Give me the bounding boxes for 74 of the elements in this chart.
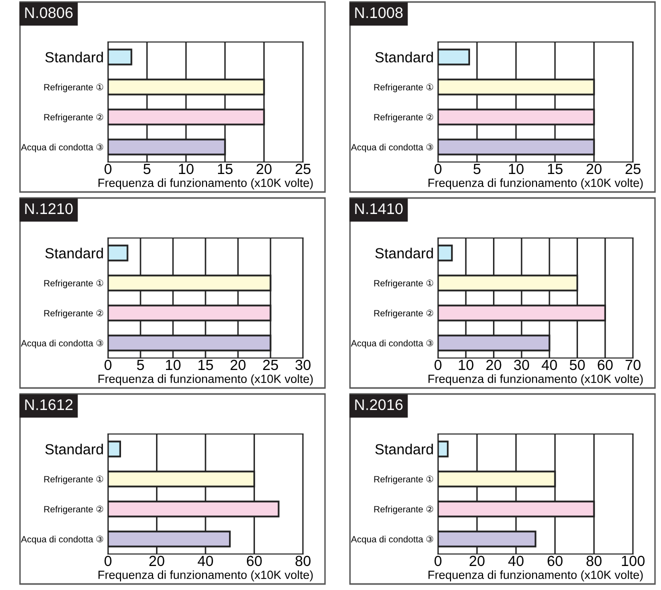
- y-tick-label: Refrigerante ②: [44, 506, 104, 514]
- x-tick-label: 15: [548, 164, 562, 174]
- x-tick-label: 5: [474, 164, 480, 174]
- y-tick-label: Standard: [45, 52, 103, 62]
- y-tick-label: Acqua di condotta ③: [350, 536, 434, 544]
- x-tick-label: 25: [626, 164, 640, 174]
- x-tick-label: 0: [434, 360, 442, 370]
- x-tick-label: 10: [458, 360, 474, 370]
- x-tick-label: 40: [198, 556, 214, 566]
- x-axis-title: Frequenza di funzionamento (x10K volte): [428, 570, 643, 582]
- y-tick-label: Standard: [45, 444, 103, 454]
- x-tick-label: 30: [514, 360, 530, 370]
- y-tick-label: Acqua di condotta ③: [20, 144, 104, 152]
- y-tick-label: Standard: [375, 444, 433, 454]
- x-tick-label: 5: [144, 164, 150, 174]
- x-tick-label: 60: [598, 360, 613, 370]
- x-tick-label: 0: [104, 164, 112, 174]
- y-tick-label: Acqua di condotta ③: [20, 536, 104, 544]
- x-tick-label: 20: [486, 360, 502, 370]
- chart-title: N.0806: [25, 7, 73, 18]
- x-axis-title: Frequenza di funzionamento (x10K volte): [428, 374, 643, 386]
- x-tick-label: 70: [626, 360, 641, 370]
- y-tick-label: Refrigerante ①: [374, 84, 434, 92]
- chart-title: N.1210: [25, 203, 73, 214]
- x-tick-label: 20: [470, 556, 485, 566]
- x-tick-label: 25: [296, 164, 310, 174]
- x-tick-label: 60: [246, 556, 262, 566]
- chart-title: N.1008: [355, 7, 403, 18]
- x-axis-title: Frequenza di funzionamento (x10K volte): [98, 374, 313, 386]
- x-tick-label: 20: [230, 360, 246, 370]
- y-tick-label: Acqua di condotta ③: [350, 144, 434, 152]
- y-tick-label: Refrigerante ①: [374, 280, 434, 288]
- y-tick-label: Acqua di condotta ③: [20, 340, 104, 348]
- y-tick-label: Refrigerante ①: [44, 280, 104, 288]
- x-axis-title: Frequenza di funzionamento (x10K volte): [98, 178, 313, 190]
- y-tick-label: Refrigerante ②: [44, 114, 104, 122]
- y-tick-label: Refrigerante ①: [44, 84, 104, 92]
- x-tick-label: 60: [548, 556, 563, 566]
- x-tick-label: 80: [296, 556, 311, 566]
- x-tick-label: 40: [542, 360, 557, 370]
- y-tick-label: Refrigerante ②: [44, 310, 104, 318]
- x-tick-label: 20: [586, 164, 602, 174]
- x-tick-label: 10: [166, 360, 181, 370]
- y-tick-label: Refrigerante ②: [374, 310, 434, 318]
- x-tick-label: 0: [104, 556, 112, 566]
- x-tick-label: 20: [149, 556, 164, 566]
- chart-title: N.1410: [355, 203, 403, 214]
- x-tick-label: 0: [434, 556, 442, 566]
- y-tick-label: Standard: [375, 52, 433, 62]
- chart-title: N.2016: [355, 399, 403, 410]
- chart-title: N.1612: [25, 399, 72, 410]
- y-tick-label: Acqua di condotta ③: [350, 340, 434, 348]
- x-axis-title: Frequenza di funzionamento (x10K volte): [98, 570, 313, 582]
- x-axis-title: Frequenza di funzionamento (x10K volte): [428, 178, 643, 190]
- y-tick-label: Refrigerante ①: [44, 476, 104, 484]
- x-tick-label: 10: [179, 164, 194, 174]
- y-tick-label: Standard: [375, 248, 433, 258]
- x-tick-label: 15: [218, 164, 232, 174]
- x-tick-label: 0: [104, 360, 112, 370]
- x-tick-label: 50: [570, 360, 585, 370]
- x-tick-label: 40: [508, 556, 524, 566]
- x-tick-label: 0: [434, 164, 442, 174]
- x-tick-label: 80: [586, 556, 602, 566]
- x-tick-label: 25: [263, 360, 278, 370]
- y-tick-label: Refrigerante ②: [374, 114, 434, 122]
- x-tick-label: 20: [256, 164, 272, 174]
- y-tick-label: Refrigerante ①: [374, 476, 434, 484]
- x-tick-label: 10: [509, 164, 524, 174]
- x-tick-label: 30: [295, 360, 311, 370]
- x-tick-label: 100: [622, 556, 645, 566]
- y-tick-label: Standard: [45, 248, 103, 258]
- x-tick-label: 15: [198, 360, 213, 370]
- x-tick-label: 5: [137, 360, 144, 370]
- y-tick-label: Refrigerante ②: [374, 506, 434, 514]
